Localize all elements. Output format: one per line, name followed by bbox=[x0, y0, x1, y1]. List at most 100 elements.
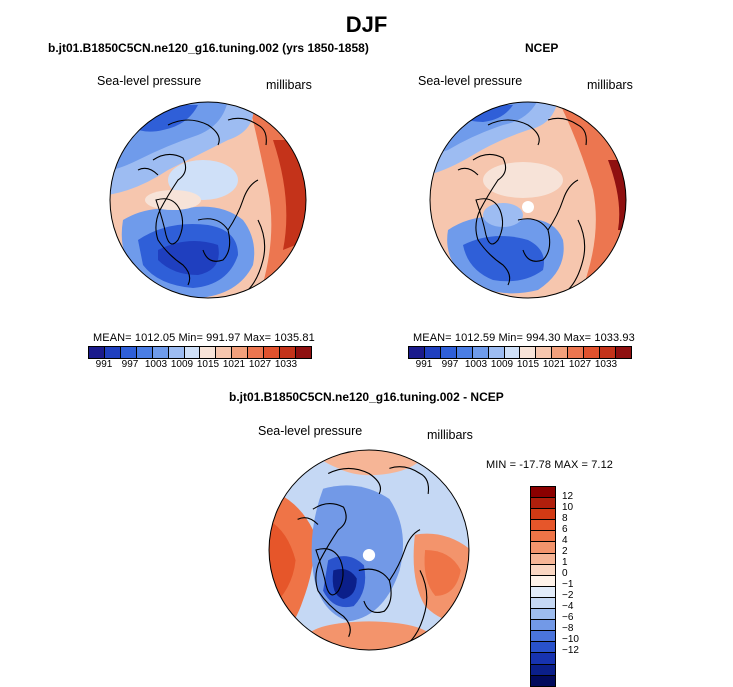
obs-colorbar-tick: 1033 bbox=[594, 359, 618, 370]
diff-colorbar-swatch bbox=[531, 586, 555, 598]
diff-colorbar-swatch bbox=[531, 653, 555, 665]
diff-colorbar-tick: 8 bbox=[562, 513, 568, 524]
model-colorbar-swatch bbox=[104, 347, 121, 358]
model-colorbar-swatch bbox=[168, 347, 185, 358]
model-colorbar-tick: 1009 bbox=[170, 359, 194, 370]
obs-units-label: millibars bbox=[587, 78, 633, 92]
diff-colorbar-tick: −12 bbox=[562, 645, 579, 656]
obs-colorbar-tick: 1015 bbox=[516, 359, 540, 370]
obs-colorbar-swatch bbox=[520, 347, 537, 358]
diff-colorbar-swatch bbox=[531, 553, 555, 565]
model-colorbar-tick: 1015 bbox=[196, 359, 220, 370]
diff-colorbar-swatch bbox=[531, 642, 555, 654]
diff-colorbar bbox=[530, 486, 556, 687]
model-colorbar-swatch bbox=[184, 347, 201, 358]
diff-colorbar-swatch bbox=[531, 597, 555, 610]
diff-colorbar-tick: 2 bbox=[562, 546, 568, 557]
diff-colorbar-swatch bbox=[531, 487, 555, 499]
model-colorbar-swatch bbox=[89, 347, 105, 358]
model-stats: MEAN= 1012.05 Min= 991.97 Max= 1035.81 bbox=[93, 332, 315, 344]
model-colorbar-swatch bbox=[232, 347, 249, 358]
diff-colorbar-tick: 12 bbox=[562, 491, 574, 502]
obs-colorbar-swatch bbox=[536, 347, 553, 358]
obs-colorbar-swatch bbox=[568, 347, 585, 358]
obs-colorbar-tick: 997 bbox=[441, 359, 459, 370]
obs-field-label: Sea-level pressure bbox=[418, 74, 523, 88]
model-colorbar-swatch bbox=[280, 347, 296, 358]
diff-colorbar-swatch bbox=[531, 531, 555, 543]
model-colorbar-swatch bbox=[152, 347, 169, 358]
diff-units-label: millibars bbox=[427, 428, 473, 442]
diff-colorbar-tick: 1 bbox=[562, 557, 568, 568]
diff-colorbar-tick: 0 bbox=[562, 568, 568, 579]
diff-colorbar-swatch bbox=[531, 564, 555, 576]
model-colorbar-tick: 991 bbox=[95, 359, 113, 370]
model-colorbar-swatch bbox=[264, 347, 281, 358]
obs-colorbar-tick: 1027 bbox=[568, 359, 592, 370]
diff-colorbar-swatch bbox=[531, 631, 555, 643]
model-colorbar-swatch bbox=[216, 347, 233, 358]
diff-colorbar-swatch bbox=[531, 542, 555, 554]
model-colorbar-swatches bbox=[88, 346, 312, 359]
obs-colorbar-tick: 991 bbox=[415, 359, 433, 370]
diff-colorbar-swatch bbox=[531, 675, 555, 686]
diff-colorbar-tick: −2 bbox=[562, 590, 574, 601]
obs-colorbar-swatches bbox=[408, 346, 632, 359]
obs-colorbar-swatch bbox=[472, 347, 489, 358]
obs-colorbar-swatch bbox=[600, 347, 616, 358]
model-field-label: Sea-level pressure bbox=[97, 74, 202, 88]
obs-colorbar-tick: 1009 bbox=[490, 359, 514, 370]
obs-colorbar-swatch bbox=[504, 347, 521, 358]
obs-colorbar-ticks: 991 997 1003 1009 1015 1021 1027 1033 bbox=[411, 359, 632, 370]
diff-colorbar-tick: −6 bbox=[562, 612, 574, 623]
diff-panel-title: b.jt01.B1850C5CN.ne120_g16.tuning.002 - … bbox=[229, 390, 504, 404]
obs-colorbar-swatch bbox=[424, 347, 441, 358]
main-title: DJF bbox=[345, 12, 388, 37]
diff-colorbar-swatches bbox=[530, 486, 556, 687]
model-colorbar-swatch bbox=[120, 347, 137, 358]
model-colorbar-tick: 1021 bbox=[222, 359, 246, 370]
obs-colorbar-swatch bbox=[552, 347, 569, 358]
obs-colorbar: 991 997 1003 1009 1015 1021 1027 1033 bbox=[408, 346, 632, 370]
obs-colorbar-swatch bbox=[584, 347, 601, 358]
obs-colorbar-swatch bbox=[615, 347, 631, 358]
model-colorbar-tick: 1033 bbox=[274, 359, 298, 370]
diff-colorbar-swatch bbox=[531, 664, 555, 676]
diff-colorbar-swatch bbox=[531, 609, 555, 621]
diff-polar-map bbox=[268, 449, 470, 651]
diff-stats: MIN = -17.78 MAX = 7.12 bbox=[486, 459, 614, 471]
model-colorbar-tick: 1027 bbox=[248, 359, 272, 370]
model-colorbar-swatch bbox=[136, 347, 153, 358]
diff-colorbar-tick: 6 bbox=[562, 524, 568, 535]
model-panel-title: b.jt01.B1850C5CN.ne120_g16.tuning.002 (y… bbox=[48, 41, 369, 55]
obs-colorbar-swatch bbox=[488, 347, 505, 358]
diff-colorbar-swatch bbox=[531, 509, 555, 521]
obs-colorbar-tick: 1003 bbox=[464, 359, 488, 370]
model-colorbar-tick: 997 bbox=[121, 359, 139, 370]
obs-polar-map bbox=[429, 101, 627, 299]
diff-colorbar-tick: −8 bbox=[562, 623, 574, 634]
obs-stats: MEAN= 1012.59 Min= 994.30 Max= 1033.93 bbox=[413, 332, 635, 344]
model-units-label: millibars bbox=[266, 78, 312, 92]
model-colorbar-swatch bbox=[200, 347, 217, 358]
obs-panel-title: NCEP bbox=[525, 41, 559, 55]
obs-colorbar-tick: 1021 bbox=[542, 359, 566, 370]
diff-colorbar-swatch bbox=[531, 575, 555, 587]
obs-colorbar-swatch bbox=[440, 347, 457, 358]
model-colorbar-ticks: 991 997 1003 1009 1015 1021 1027 1033 bbox=[91, 359, 312, 370]
diff-colorbar-swatch bbox=[531, 520, 555, 532]
obs-colorbar-swatch bbox=[456, 347, 473, 358]
model-colorbar: 991 997 1003 1009 1015 1021 1027 1033 bbox=[88, 346, 312, 370]
diff-colorbar-tick: −4 bbox=[562, 601, 574, 612]
model-colorbar-swatch bbox=[248, 347, 265, 358]
diff-colorbar-swatch bbox=[531, 498, 555, 510]
model-colorbar-tick: 1003 bbox=[144, 359, 168, 370]
model-colorbar-swatch bbox=[295, 347, 311, 358]
model-polar-map bbox=[109, 101, 307, 299]
diff-colorbar-tick: −10 bbox=[562, 634, 579, 645]
obs-colorbar-swatch bbox=[409, 347, 425, 358]
diff-colorbar-tick: −1 bbox=[562, 579, 574, 590]
diff-colorbar-tick: 10 bbox=[562, 502, 574, 513]
diff-colorbar-swatch bbox=[531, 620, 555, 632]
diff-colorbar-tick: 4 bbox=[562, 535, 568, 546]
